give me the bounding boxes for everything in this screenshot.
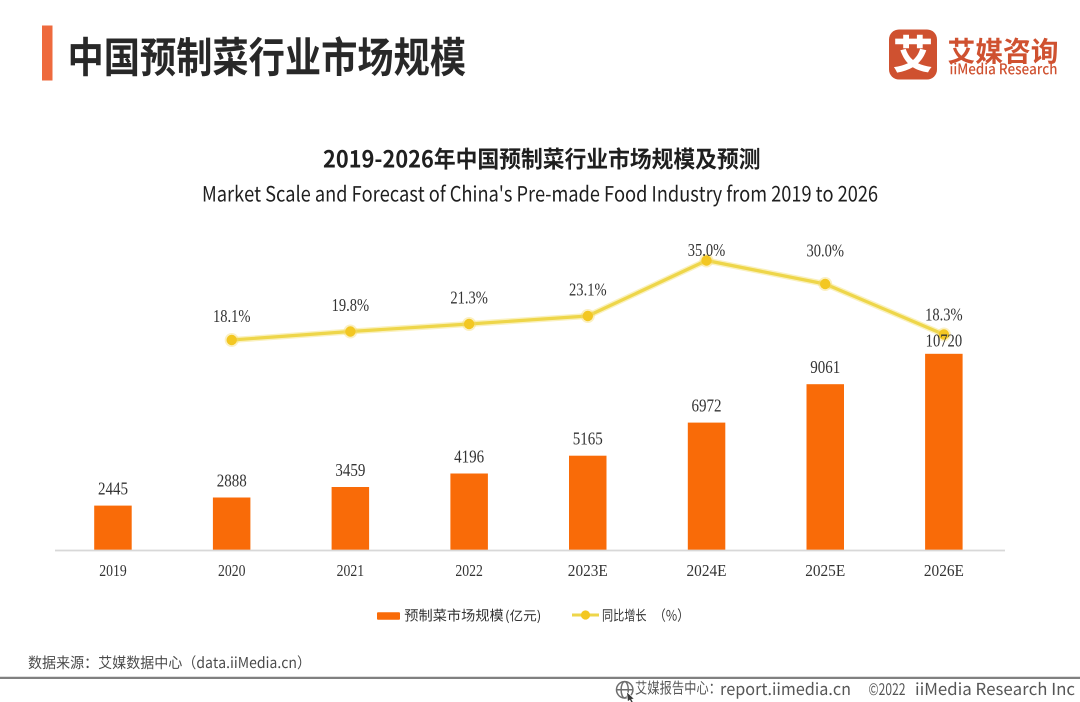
svg-text:2021: 2021 xyxy=(337,561,365,580)
svg-text:2445: 2445 xyxy=(98,479,128,499)
svg-text:2024E: 2024E xyxy=(687,561,727,580)
svg-text:3459: 3459 xyxy=(335,460,365,480)
svg-text:2019: 2019 xyxy=(99,561,127,580)
svg-text:35.0%: 35.0% xyxy=(688,240,726,260)
svg-text:18.3%: 18.3% xyxy=(925,305,963,325)
svg-text:21.3%: 21.3% xyxy=(450,288,488,308)
svg-text:2888: 2888 xyxy=(217,471,247,491)
svg-text:10720: 10720 xyxy=(926,330,963,350)
svg-text:30.0%: 30.0% xyxy=(806,241,844,261)
svg-text:2025E: 2025E xyxy=(805,561,845,580)
svg-text:9061: 9061 xyxy=(810,357,840,377)
svg-text:2020: 2020 xyxy=(218,561,246,580)
svg-text:2026E: 2026E xyxy=(924,561,964,580)
svg-text:6972: 6972 xyxy=(692,396,722,416)
svg-text:23.1%: 23.1% xyxy=(569,280,607,300)
svg-text:2022: 2022 xyxy=(455,561,483,580)
svg-text:2023E: 2023E xyxy=(568,561,608,580)
svg-text:5165: 5165 xyxy=(573,429,603,449)
svg-text:18.1%: 18.1% xyxy=(213,306,251,326)
svg-text:19.8%: 19.8% xyxy=(332,295,370,315)
svg-text:4196: 4196 xyxy=(454,447,484,467)
